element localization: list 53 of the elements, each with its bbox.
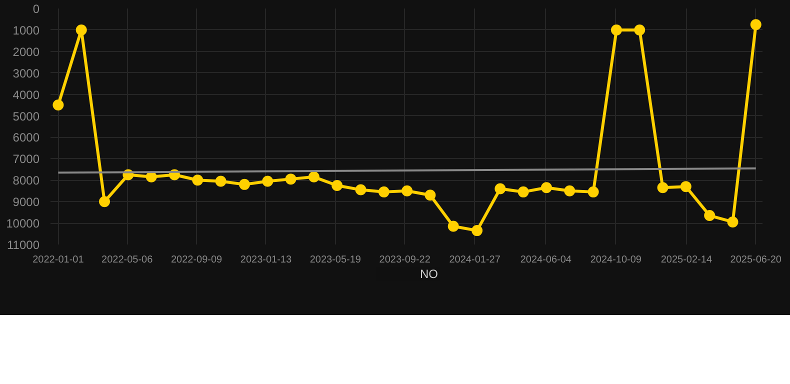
x-tick-label: 2024-01-27 — [449, 254, 501, 266]
point — [472, 225, 483, 236]
point — [262, 176, 274, 187]
y-tick-label: 0 — [32, 2, 40, 16]
x-tick-label: 2025-02-14 — [660, 254, 712, 266]
point — [588, 186, 599, 198]
x-tick-label: 2022-09-09 — [170, 254, 223, 266]
point — [238, 178, 250, 190]
point — [750, 19, 762, 30]
x-tick-label: 2022-05-06 — [102, 254, 154, 266]
x-tick-label: 2022-01-01 — [32, 254, 84, 266]
y-tick-label: 10000 — [6, 216, 40, 231]
point — [448, 220, 459, 232]
y-tick-label: 6000 — [12, 130, 40, 145]
x-tick-label: 2025-06-20 — [730, 254, 782, 266]
point — [76, 24, 87, 36]
y-tick-label: 8000 — [12, 174, 40, 188]
point — [610, 24, 622, 36]
point — [52, 100, 64, 111]
point — [680, 181, 692, 192]
x-tick-label: 2023-05-19 — [310, 254, 362, 266]
y-tick-label: 11000 — [7, 238, 40, 252]
y-tick-label: 3000 — [12, 66, 40, 80]
point — [424, 190, 436, 201]
y-tick-label: 7000 — [12, 152, 40, 166]
point — [634, 24, 646, 36]
text: NO — [420, 267, 439, 281]
x-tick-label: 2024-06-04 — [520, 254, 572, 266]
point — [215, 176, 226, 187]
point — [355, 184, 366, 196]
point — [540, 182, 552, 194]
x-tick-label: 2024-10-09 — [590, 254, 642, 266]
point — [285, 174, 296, 185]
point — [146, 171, 157, 182]
point — [378, 186, 390, 198]
point — [727, 216, 738, 228]
point — [99, 196, 110, 208]
point — [657, 182, 668, 194]
point — [308, 171, 320, 182]
point — [564, 185, 576, 196]
y-tick-label: 2000 — [12, 44, 40, 59]
point — [332, 180, 343, 191]
point — [192, 174, 204, 186]
point — [494, 183, 506, 194]
x-tick-label: 2023-01-13 — [240, 254, 292, 266]
y-tick-label: 1000 — [12, 23, 40, 38]
point — [704, 210, 716, 222]
y-tick-label: 5000 — [12, 109, 40, 124]
point — [518, 186, 529, 198]
y-tick-label: 9000 — [12, 195, 40, 210]
x-tick-label: 2023-09-22 — [379, 254, 431, 266]
y-tick-label: 4000 — [12, 88, 40, 102]
point — [402, 185, 413, 196]
